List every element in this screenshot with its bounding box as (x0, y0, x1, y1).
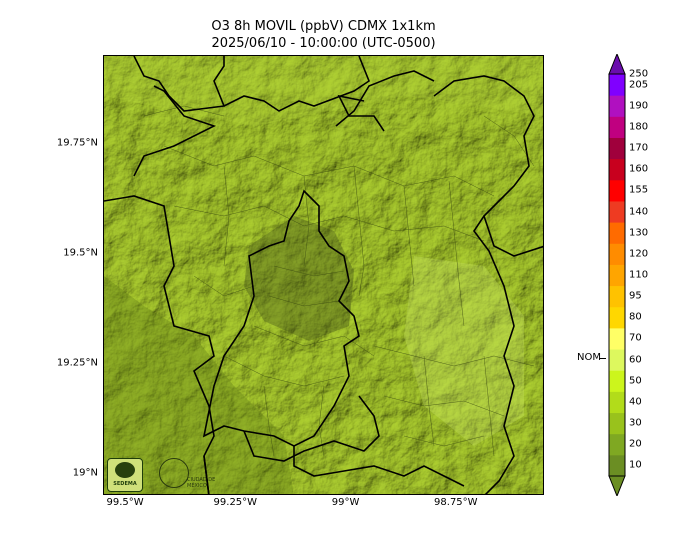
urban-core-tint (244, 216, 354, 341)
colorbar (608, 54, 626, 496)
colorbar-level-label: 130 (629, 227, 649, 239)
southeast-border (243, 395, 380, 462)
lat-label: 19°N (72, 467, 98, 479)
colorbar-level-label: 205 (629, 79, 649, 91)
northeast-border (433, 75, 543, 257)
nom-tick (599, 358, 606, 359)
colorbar-outline (608, 73, 626, 477)
colorbar-level-label: 160 (629, 163, 649, 175)
lon-label: 99.5°W (106, 497, 144, 508)
colorbar-level-label: 50 (629, 375, 642, 387)
colorbar-level-label: 40 (629, 396, 642, 408)
state-borders (104, 56, 543, 494)
colorbar-level-label: 180 (629, 121, 649, 133)
cdmx-logo: CIUDAD DE MÉXICO (159, 458, 215, 490)
nom-label: NOM (577, 352, 601, 363)
cdmx-logo-text: CIUDAD DE MÉXICO (187, 477, 216, 489)
south-border (293, 446, 465, 487)
east-zone-tint (404, 256, 524, 446)
colorbar-segment (609, 412, 625, 435)
colorbar-level-label: 10 (629, 459, 642, 471)
colorbar-segment (609, 454, 625, 477)
tree-icon (115, 462, 135, 478)
colorbar-segment (609, 433, 625, 456)
lat-label: 19.5°N (63, 247, 98, 259)
north-border-2 (223, 56, 370, 112)
colorbar-level-label: 110 (629, 269, 649, 281)
southwest-border (203, 455, 210, 494)
colorbar-level-label: 60 (629, 354, 642, 366)
colorbar-segment (609, 349, 625, 371)
west-state-border (104, 195, 215, 494)
colorbar-segment (609, 306, 625, 329)
lon-label: 98.75°W (434, 497, 478, 508)
lat-label: 19.75°N (56, 137, 98, 149)
east-state-border (473, 215, 515, 494)
northwest-border (133, 85, 217, 177)
map-panel: SEDEMA CIUDAD DE MÉXICO (103, 55, 544, 495)
map-title: O3 8h MOVIL (ppbV) CDMX 1x1km 2025/06/10… (103, 18, 544, 52)
colorbar-level-label: 30 (629, 417, 642, 429)
colorbar-level-label: 155 (629, 184, 649, 196)
colorbar-segment (609, 327, 625, 350)
colorbar-level-label: 190 (629, 100, 649, 112)
colorbar-segment (609, 222, 625, 244)
colorbar-level-label: 170 (629, 142, 649, 154)
municipality-borders (143, 105, 535, 457)
colorbar-segment (609, 137, 625, 160)
lat-label: 19.25°N (56, 357, 98, 369)
colorbar-segment (609, 285, 625, 308)
colorbar-level-label: 120 (629, 248, 649, 260)
colorbar-segment (609, 200, 625, 223)
map-svg (104, 56, 543, 494)
north-border-3 (335, 70, 435, 127)
colorbar-extend-max (608, 54, 626, 75)
sedema-logo-text: SEDEMA (113, 481, 137, 487)
lon-label: 99°W (331, 497, 360, 508)
colorbar-level-label: 250 (629, 68, 649, 80)
colorbar-segment (609, 116, 625, 138)
colorbar-level-label: 140 (629, 206, 649, 218)
lon-label: 99.25°W (213, 497, 258, 508)
title-line-2: 2025/06/10 - 10:00:00 (UTC-0500) (211, 36, 436, 51)
colorbar-segment (609, 264, 625, 287)
north-zone-tint (104, 56, 543, 126)
colorbar-segment (609, 391, 625, 414)
colorbar-segment (609, 95, 625, 117)
title-line-1: O3 8h MOVIL (ppbV) CDMX 1x1km (211, 19, 436, 34)
colorbar-level-label: 70 (629, 332, 642, 344)
cdmx-border (202, 189, 360, 447)
colorbar-level-label: 20 (629, 438, 642, 450)
colorbar-segment (609, 179, 625, 202)
colorbar-level-label: 80 (629, 311, 642, 323)
seal-icon (159, 458, 189, 488)
north-border-1 (133, 56, 226, 112)
north-loop (337, 94, 385, 132)
colorbar-segment (609, 74, 625, 96)
sedema-logo: SEDEMA (107, 458, 143, 492)
colorbar-level-label: 95 (629, 290, 642, 302)
colorbar-segment (609, 243, 625, 265)
colorbar-extend-min (608, 475, 626, 496)
west-zone-tint (104, 276, 294, 494)
colorbar-segment (609, 370, 625, 392)
colorbar-segment (609, 158, 625, 181)
